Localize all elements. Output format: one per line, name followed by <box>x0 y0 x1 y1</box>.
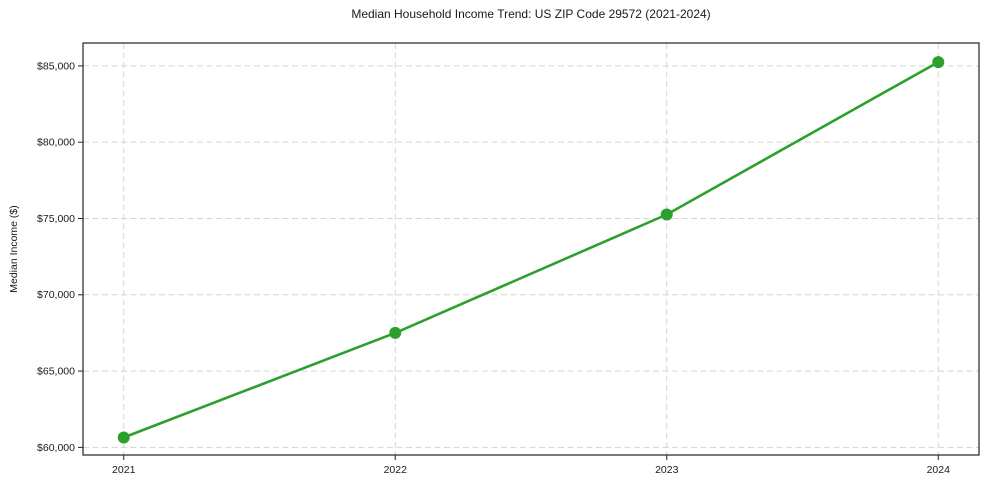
x-tick-label: 2023 <box>655 464 679 476</box>
x-tick-label: 2022 <box>384 464 408 476</box>
y-tick-label: $65,000 <box>37 366 75 378</box>
y-tick-label: $60,000 <box>37 442 75 454</box>
chart-title: Median Household Income Trend: US ZIP Co… <box>351 7 711 21</box>
x-tick-label: 2024 <box>927 464 951 476</box>
data-point <box>660 208 673 221</box>
y-tick-label: $70,000 <box>37 289 75 301</box>
data-point <box>932 56 945 69</box>
y-tick-label: $75,000 <box>37 213 75 225</box>
data-point <box>117 431 130 444</box>
plot-border <box>82 42 980 456</box>
x-tick-label: 2021 <box>112 464 136 476</box>
data-point <box>389 326 402 339</box>
y-tick-label: $80,000 <box>37 137 75 149</box>
trend-line <box>122 60 940 439</box>
y-tick-label: $85,000 <box>37 60 75 72</box>
